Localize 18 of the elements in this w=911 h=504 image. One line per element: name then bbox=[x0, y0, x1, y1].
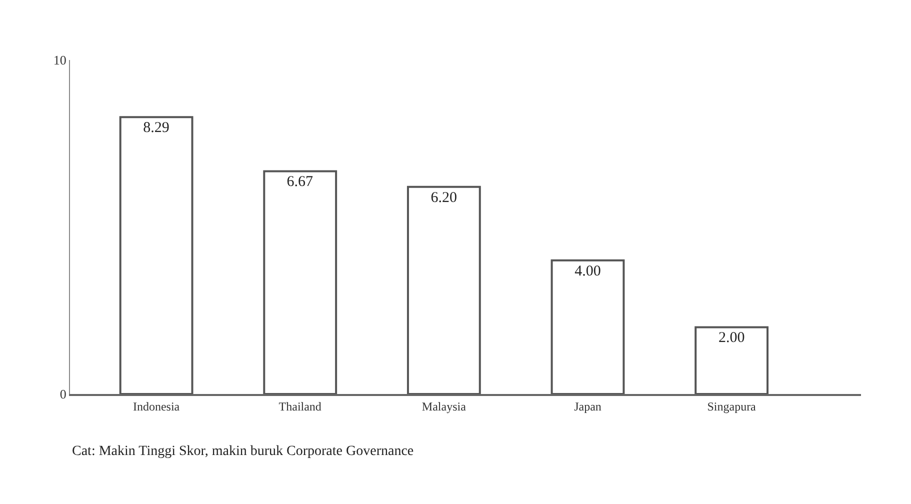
bar bbox=[263, 170, 338, 394]
data-label: 2.00 bbox=[718, 330, 745, 346]
x-tick-label: Indonesia bbox=[132, 399, 180, 414]
y-tick-label: 0 bbox=[60, 386, 66, 402]
data-label: 6.20 bbox=[430, 190, 458, 206]
data-label: 8.29 bbox=[143, 120, 170, 136]
x-tick-label: Malaysia bbox=[422, 399, 467, 414]
x-tick-label: Thailand bbox=[278, 399, 322, 414]
text: Cat: Makin Tinggi Skor, makin buruk Corporate Governance bbox=[72, 444, 414, 459]
bar bbox=[119, 116, 194, 394]
bar bbox=[406, 186, 481, 394]
bar bbox=[550, 259, 625, 394]
data-label: 6.67 bbox=[286, 174, 314, 190]
data-label: 4.00 bbox=[574, 263, 601, 280]
y-tick-label: 10 bbox=[53, 52, 66, 68]
bar bbox=[694, 326, 769, 394]
x-tick-label: Japan bbox=[574, 399, 602, 414]
x-tick-label: Singapura bbox=[707, 399, 757, 414]
